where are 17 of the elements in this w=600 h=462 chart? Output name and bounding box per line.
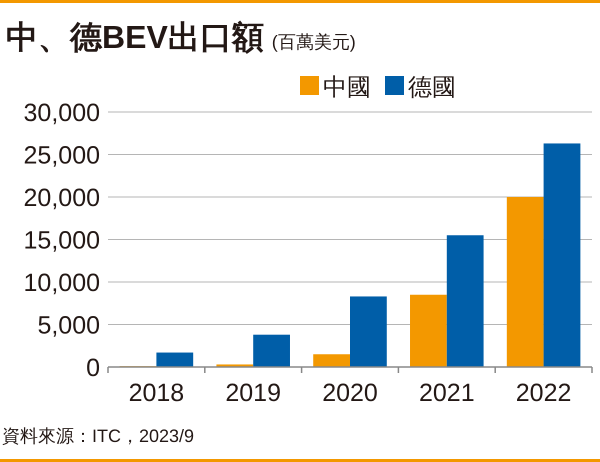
x-tick-label: 2020 xyxy=(322,379,378,407)
y-tick-label: 0 xyxy=(86,354,100,382)
x-tick-label: 2021 xyxy=(418,379,475,407)
source-note: 資料來源：ITC，2023/9 xyxy=(2,426,194,446)
chart-title: 中、德BEV出口額 xyxy=(6,19,264,55)
legend-label: 中國 xyxy=(323,74,371,101)
y-tick-label: 10,000 xyxy=(24,269,100,297)
x-tick-label: 2018 xyxy=(128,379,184,407)
y-tick-label: 20,000 xyxy=(24,184,100,212)
chart-subtitle: (百萬美元) xyxy=(272,32,356,52)
y-tick-label: 25,000 xyxy=(24,142,100,170)
x-tick-label: 2019 xyxy=(225,379,282,407)
legend-label: 德國 xyxy=(408,74,456,101)
y-tick-label: 15,000 xyxy=(24,226,100,254)
y-tick-label: 30,000 xyxy=(24,99,100,127)
y-tick-label: 5,000 xyxy=(37,312,100,340)
x-tick-label: 2022 xyxy=(516,379,572,407)
